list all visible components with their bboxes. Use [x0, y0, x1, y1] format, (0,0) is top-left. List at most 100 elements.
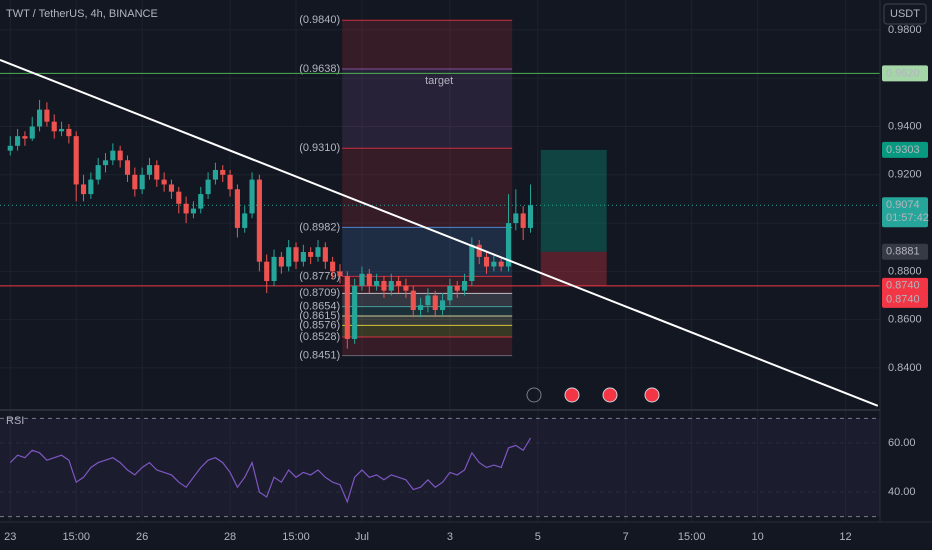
event-icon[interactable]	[526, 387, 542, 403]
chart-title: TWT / TetherUS, 4h, BINANCE	[6, 8, 158, 20]
candle-body	[264, 261, 270, 282]
fib-label: (0.8779)	[299, 270, 340, 282]
hline-tag-bg	[882, 277, 928, 294]
fib-zone	[342, 316, 513, 326]
candle-body	[396, 281, 402, 286]
candle-body	[322, 247, 328, 262]
candle-body	[381, 281, 387, 291]
candle-body	[58, 128, 65, 132]
x-tick-label: 26	[136, 531, 148, 543]
fib-target-label: target	[425, 75, 453, 87]
candle-body	[366, 273, 372, 286]
x-tick-label: 15:00	[678, 531, 706, 543]
candle-body	[242, 213, 248, 228]
event-icon[interactable]	[602, 387, 618, 403]
candle-body	[388, 281, 394, 291]
candle-body	[461, 281, 468, 291]
candle-body	[483, 256, 490, 267]
rsi-line	[9, 437, 532, 504]
last-price-tag-bg	[882, 197, 928, 228]
candle-body	[154, 165, 160, 180]
last-price-tag: 0.9074	[886, 199, 920, 211]
candle-body	[15, 136, 21, 146]
currency-button[interactable]	[883, 3, 927, 25]
candle-body	[403, 285, 409, 291]
y-tick-label: 0.8600	[888, 314, 922, 326]
fib-zone	[342, 69, 513, 149]
candle-body	[88, 179, 94, 195]
hline-tag: 0.8740	[886, 280, 920, 292]
fib-label: (0.9638)	[299, 63, 340, 75]
target-tag: 0.9303	[886, 144, 920, 156]
candle-body	[102, 160, 109, 166]
entry-tag: 0.8881	[886, 246, 920, 258]
event-icon[interactable]	[644, 387, 660, 403]
y-tick-label: 0.9400	[888, 120, 922, 132]
candle-body	[198, 194, 204, 209]
hline-tag-bg	[882, 65, 928, 82]
x-tick-label: 15:00	[62, 531, 90, 543]
candle-body	[476, 244, 482, 257]
candle-body	[271, 256, 277, 282]
candle-body	[22, 136, 28, 139]
candle-body	[183, 203, 189, 214]
grid	[0, 0, 880, 522]
candle-body	[37, 109, 43, 127]
fib-zone	[342, 20, 513, 70]
stop-tag-bg	[882, 291, 928, 308]
candle-body	[146, 165, 153, 175]
candle-body	[29, 126, 35, 139]
fib-label: (0.8982)	[299, 221, 340, 233]
stop-tag: 0.8740	[886, 294, 920, 306]
fib-label: (0.8709)	[299, 287, 340, 299]
y-tick-label: 0.9200	[888, 169, 922, 181]
fib-label: (0.9840)	[299, 14, 340, 26]
candle-body	[227, 174, 233, 190]
fib-zone	[342, 227, 513, 277]
event-icon[interactable]	[564, 387, 580, 403]
candle-body	[249, 179, 255, 214]
rsi-band	[0, 418, 880, 517]
candle-body	[256, 179, 262, 262]
candle-body	[491, 261, 497, 267]
candle-body	[7, 145, 13, 151]
candle-body	[80, 184, 87, 195]
x-tick-label: 3	[447, 531, 453, 543]
fib-label: (0.8615)	[299, 310, 340, 322]
candle-body	[117, 150, 123, 161]
candle-body	[293, 247, 299, 262]
x-tick-label: Jul	[355, 531, 369, 543]
candle-body	[190, 208, 197, 214]
hline-tag: 0.9620	[886, 67, 920, 79]
rsi-tick-label: 40.00	[888, 486, 916, 498]
rsi-pane: RSI	[0, 415, 880, 518]
countdown: 01:57:42	[886, 212, 929, 224]
position-profit-zone	[540, 149, 607, 252]
fib-label: (0.8654)	[299, 301, 340, 313]
position-loss-zone	[540, 251, 607, 286]
y-tick-label: 0.8800	[888, 265, 922, 277]
currency-label: USDT	[890, 8, 920, 20]
candle-body	[410, 290, 416, 310]
x-tick-label: 12	[839, 531, 851, 543]
candle-body	[110, 150, 116, 161]
candle-body	[95, 165, 101, 180]
x-tick-label: 5	[535, 531, 541, 543]
candle-body	[176, 191, 182, 204]
fib-label: (0.9310)	[299, 142, 340, 154]
x-tick-label: 23	[4, 531, 16, 543]
candle-body	[168, 184, 175, 192]
y-tick-label: 0.8400	[888, 362, 922, 374]
rsi-label: RSI	[6, 415, 24, 427]
candle-body	[337, 271, 343, 277]
fib-label: (0.8451)	[299, 350, 340, 362]
candle-body	[139, 174, 145, 190]
candle-body	[469, 244, 475, 282]
candle-body	[315, 247, 321, 257]
fib-zone	[342, 306, 513, 317]
overlays	[0, 58, 879, 407]
axes: 0.98000.96000.94000.92000.90000.88000.86…	[4, 24, 929, 543]
candle-body	[359, 273, 365, 286]
candle-body	[447, 285, 453, 301]
